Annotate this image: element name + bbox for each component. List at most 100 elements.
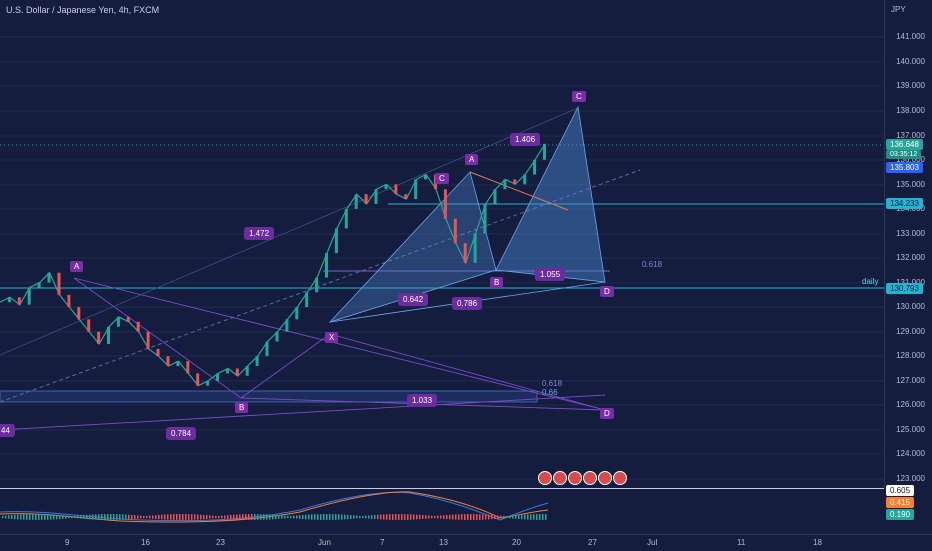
candle[interactable] [334, 228, 338, 254]
candle[interactable] [47, 272, 51, 283]
candle[interactable] [235, 368, 239, 376]
ratio-0786[interactable]: 0.786 [452, 297, 483, 310]
histogram-bar [497, 515, 499, 519]
candle[interactable] [17, 297, 21, 305]
candle[interactable] [483, 204, 487, 234]
histogram-bar [518, 515, 520, 519]
point-c-top[interactable]: C [435, 173, 449, 184]
candle[interactable] [503, 179, 507, 190]
candle[interactable] [285, 319, 289, 332]
candle[interactable] [77, 307, 81, 320]
candle[interactable] [7, 297, 11, 303]
candle[interactable] [126, 316, 130, 322]
histogram-bar [242, 514, 244, 520]
candle[interactable] [27, 287, 31, 305]
point-c-right[interactable]: C [572, 91, 586, 102]
candle[interactable] [176, 361, 180, 366]
event-icon[interactable] [613, 471, 627, 485]
histogram-bar [368, 515, 370, 519]
candle[interactable] [196, 373, 200, 386]
candle[interactable] [275, 331, 279, 342]
candle[interactable] [97, 331, 101, 344]
candle[interactable] [533, 159, 537, 175]
candle[interactable] [116, 316, 120, 327]
point-b-right[interactable]: B [490, 277, 504, 288]
candle[interactable] [364, 194, 368, 204]
histogram-bar [452, 514, 454, 520]
candle[interactable] [473, 233, 477, 263]
candle[interactable] [374, 189, 378, 204]
histogram-bar [344, 514, 346, 520]
histogram-bar [365, 515, 367, 519]
histogram-bar [161, 514, 163, 520]
candle[interactable] [67, 294, 71, 308]
candle[interactable] [453, 218, 457, 244]
candle[interactable] [255, 356, 259, 366]
candle[interactable] [315, 277, 319, 293]
ratio-1055[interactable]: 1.055 [535, 268, 566, 281]
candle[interactable] [513, 179, 517, 185]
point-d-right[interactable]: D [600, 286, 614, 297]
event-icon[interactable] [553, 471, 567, 485]
event-icon[interactable] [538, 471, 552, 485]
candle[interactable] [166, 356, 170, 366]
candle[interactable] [523, 174, 527, 185]
candle[interactable] [463, 243, 467, 263]
ratio-0642[interactable]: 0.642 [398, 293, 429, 306]
candle[interactable] [394, 184, 398, 195]
ratio-1406[interactable]: 1.406 [510, 133, 541, 146]
left-harmonic-pattern[interactable] [0, 277, 606, 431]
histogram-bar [317, 514, 319, 520]
candle[interactable] [344, 208, 348, 229]
point-x[interactable]: X [325, 332, 339, 343]
candle[interactable] [354, 194, 358, 209]
candle[interactable] [493, 189, 497, 204]
candle[interactable] [107, 326, 110, 344]
candle[interactable] [225, 368, 229, 374]
point-d-bottom[interactable]: D [600, 408, 614, 419]
candle[interactable] [87, 319, 91, 332]
economic-events[interactable] [538, 471, 627, 485]
candle[interactable] [245, 366, 249, 376]
price-axis[interactable]: 141.000 140.000 139.000 138.000 137.000 136.0… [884, 0, 932, 488]
candle[interactable] [57, 272, 61, 295]
candle[interactable] [186, 361, 190, 374]
histogram-bar [215, 515, 217, 519]
oscillator-pane[interactable] [0, 488, 884, 535]
right-harmonic-pattern[interactable] [328, 105, 606, 323]
histogram-bar [275, 514, 277, 520]
candle[interactable] [424, 174, 428, 180]
point-b-left[interactable]: B [235, 402, 249, 413]
candle[interactable] [414, 179, 418, 199]
candle[interactable] [37, 282, 41, 288]
candle[interactable] [156, 348, 160, 357]
candle[interactable] [443, 189, 447, 219]
candle[interactable] [216, 373, 219, 381]
point-a-left[interactable]: A [70, 261, 84, 272]
candle[interactable] [384, 184, 388, 190]
candle[interactable] [265, 341, 269, 357]
candle[interactable] [136, 321, 140, 332]
event-icon[interactable] [568, 471, 582, 485]
candle[interactable] [146, 331, 150, 349]
event-icon[interactable] [598, 471, 612, 485]
candle[interactable] [543, 143, 546, 160]
candle[interactable] [325, 253, 328, 278]
candle[interactable] [295, 307, 299, 320]
ratio-0784[interactable]: 0.784 [166, 427, 197, 440]
ratio-44[interactable]: 44 [0, 424, 15, 437]
candle[interactable] [206, 380, 210, 386]
candle[interactable] [305, 292, 309, 308]
ratio-1472[interactable]: 1.472 [244, 227, 275, 240]
ratio-1033[interactable]: 1.033 [407, 394, 438, 407]
candle-group[interactable] [7, 143, 546, 386]
histogram-bar [470, 514, 472, 520]
candle[interactable] [404, 194, 408, 200]
osc-tag-1: 0.605 [886, 485, 915, 496]
point-a-top[interactable]: A [465, 154, 479, 165]
histogram-bar [188, 514, 190, 520]
event-icon[interactable] [583, 471, 597, 485]
date-axis[interactable]: 9 16 23 Jun 7 13 20 27 Jul 11 18 [0, 534, 932, 551]
